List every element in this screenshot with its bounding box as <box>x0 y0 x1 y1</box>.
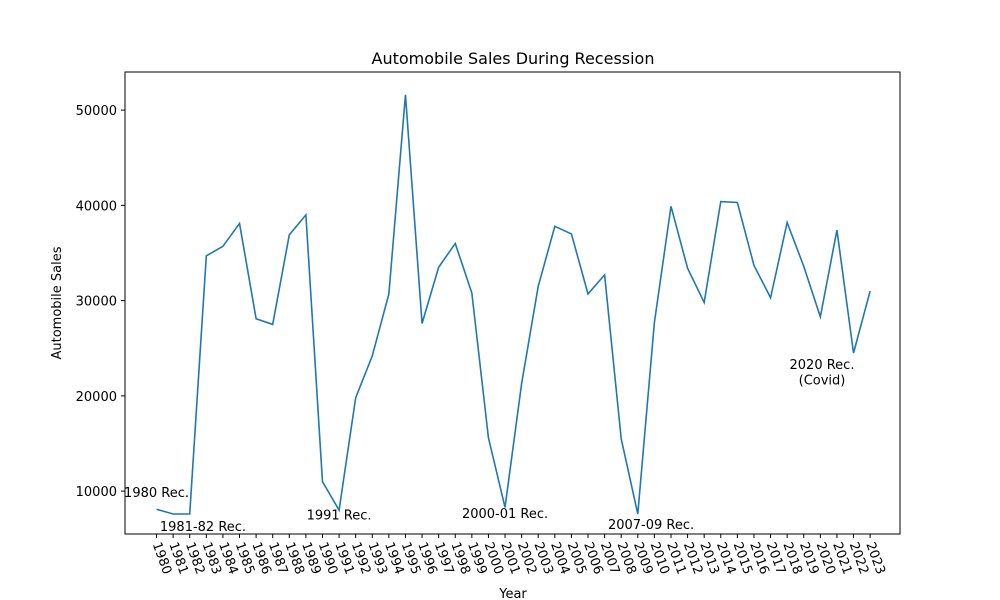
data-point <box>404 93 407 96</box>
data-point <box>238 222 241 225</box>
data-point <box>470 291 473 294</box>
x-axis: 1980198119821983198419851986198719881989… <box>149 534 888 576</box>
chart-title: Automobile Sales During Recession <box>372 49 655 68</box>
data-point <box>587 292 590 295</box>
recession-annotation: 2020 Rec. <box>790 358 855 373</box>
data-point <box>653 321 656 324</box>
data-point <box>321 480 324 483</box>
y-tick-label: 20000 <box>76 390 117 405</box>
y-tick-label: 40000 <box>76 199 117 214</box>
data-point <box>255 317 258 320</box>
y-tick-label: 50000 <box>76 104 117 119</box>
data-point <box>802 265 805 268</box>
data-point <box>786 221 789 224</box>
data-point <box>620 437 623 440</box>
data-point <box>686 267 689 270</box>
data-point <box>437 266 440 269</box>
data-point <box>188 512 191 515</box>
data-point <box>354 396 357 399</box>
data-point <box>205 254 208 257</box>
y-tick-label: 30000 <box>76 295 117 310</box>
y-tick-label: 10000 <box>76 485 117 500</box>
data-point <box>520 382 523 385</box>
data-point <box>454 242 457 245</box>
data-point <box>703 301 706 304</box>
data-point <box>769 296 772 299</box>
recession-annotation: 2000-01 Rec. <box>462 507 548 522</box>
data-point <box>570 232 573 235</box>
recession-annotation: 1980 Rec. <box>124 486 189 501</box>
data-point <box>719 200 722 203</box>
data-point <box>736 201 739 204</box>
data-point <box>636 512 639 515</box>
recession-annotation: 2007-09 Rec. <box>608 518 694 533</box>
y-axis-label: Automobile Sales <box>50 246 65 359</box>
data-point <box>819 315 822 318</box>
annotations: 1980 Rec. 1981-82 Rec. 1991 Rec. 2000-01 Re… <box>124 358 854 535</box>
data-point <box>421 322 424 325</box>
data-point <box>371 354 374 357</box>
data-point <box>553 225 556 228</box>
data-point <box>852 352 855 355</box>
data-point <box>288 233 291 236</box>
data-point <box>221 245 224 248</box>
data-point <box>271 323 274 326</box>
plot-frame <box>124 71 901 535</box>
data-point <box>752 264 755 267</box>
recession-annotation: (Covid) <box>799 373 846 388</box>
data-point <box>487 436 490 439</box>
data-point <box>155 508 158 511</box>
data-point <box>172 512 175 515</box>
data-point <box>537 285 540 288</box>
series-line <box>156 94 871 515</box>
data-point <box>669 205 672 208</box>
x-axis-label: Year <box>498 587 527 600</box>
recession-annotation: 1981-82 Rec. <box>160 520 246 535</box>
data-point <box>603 273 606 276</box>
recession-annotation: 1991 Rec. <box>307 509 372 524</box>
data-point <box>835 229 838 232</box>
data-point <box>869 290 872 293</box>
data-point <box>304 213 307 216</box>
y-axis: 10000 20000 30000 40000 50000 <box>76 104 125 500</box>
series-points <box>155 93 872 515</box>
data-point <box>387 292 390 295</box>
